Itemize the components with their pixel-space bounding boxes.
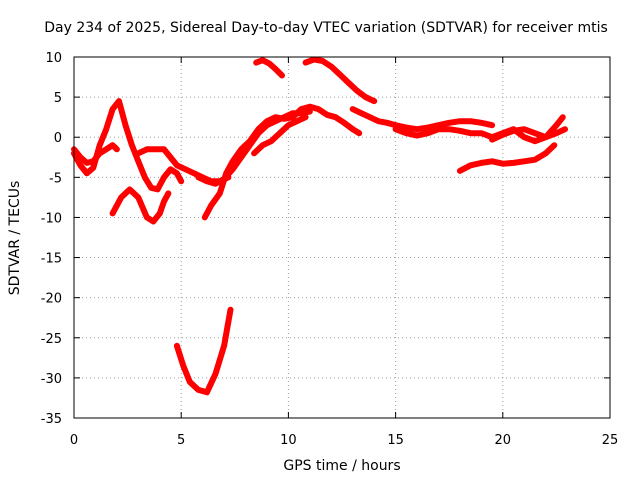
chart-title: Day 234 of 2025, Sidereal Day-to-day VTE… [44,20,608,36]
series-line-arc-11 [349,106,496,133]
y-tick-label: -25 [41,332,62,347]
x-tick-label: 10 [280,433,297,448]
series-line-arc-6 [201,103,363,221]
y-tick-label: 10 [45,51,62,66]
y-axis-label: SDTVAR / TECUs [7,181,23,296]
y-tick-label: 0 [54,131,62,146]
y-tick-label: -15 [41,252,62,267]
x-tick-label: 20 [495,433,512,448]
x-tick-label: 25 [602,433,619,448]
y-tick-label: -20 [41,292,62,307]
y-tick-label: -10 [41,211,62,226]
plot-frame [73,56,611,419]
x-tick-label: 0 [70,433,78,448]
x-tick-label: 5 [177,433,185,448]
series-line-arc-2 [71,142,120,166]
ticks: 0 5 10 15 20 25 10 5 0 -5 -10 -15 -20 -25 -30 -35 [41,51,619,448]
series-line-arc-8 [253,57,285,79]
y-tick-label: -5 [49,171,62,186]
series-line-arc-13 [456,142,558,174]
x-axis-label: GPS time / hours [283,458,400,474]
y-tick-label: 5 [54,91,62,106]
series-line-arc-7 [195,108,313,187]
series-group [71,56,568,396]
y-tick-label: -30 [41,372,62,387]
x-tick-label: 15 [387,433,404,448]
series-line-arc-9 [302,56,378,105]
series-line-arc-3 [109,186,172,225]
series-line-arc-1 [71,98,185,193]
series-line-arc-5 [173,306,234,396]
series-line-arc-14 [489,126,568,143]
series-line-arc-4 [135,146,232,185]
series-line-arc-10 [251,114,309,157]
grid [74,57,610,418]
y-tick-label: -35 [41,412,62,427]
series-line-arc-12 [392,114,566,145]
